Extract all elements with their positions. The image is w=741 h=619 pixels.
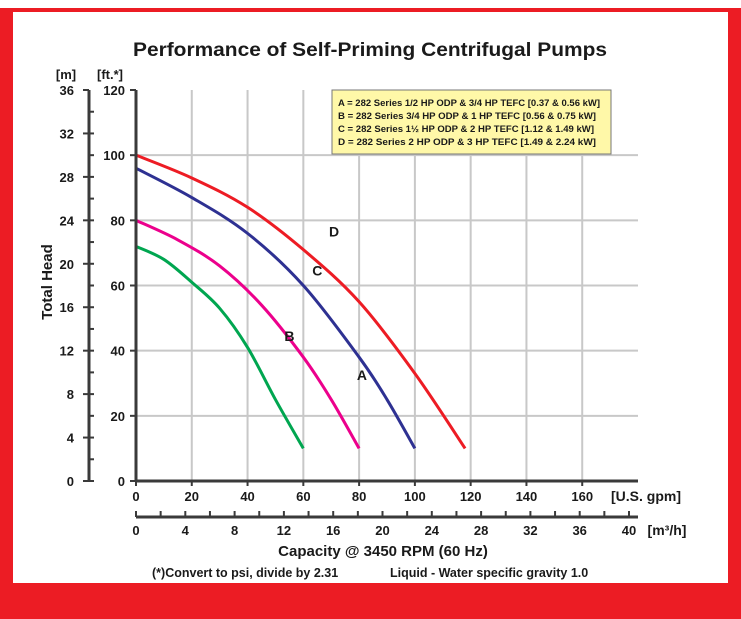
- ft-tick-label: 120: [103, 83, 125, 98]
- x-unit-bottom: [m³/h]: [648, 522, 687, 538]
- gpm-tick-label: 140: [516, 489, 538, 504]
- x-axis-label: Capacity @ 3450 RPM (60 Hz): [278, 543, 488, 560]
- x-unit-top: [U.S. gpm]: [611, 488, 681, 504]
- m-tick-label: 0: [67, 474, 74, 489]
- m3h-tick-label: 8: [231, 523, 238, 538]
- gpm-tick-label: 80: [352, 489, 366, 504]
- m3h-tick-label: 12: [277, 523, 291, 538]
- m3h-tick-label: 0: [132, 523, 139, 538]
- curve-b: [135, 218, 361, 450]
- legend-entry-a: A = 282 Series 1/2 HP ODP & 3/4 HP TEFC …: [338, 98, 600, 108]
- gpm-tick-label: 40: [240, 489, 254, 504]
- ft-tick-label: 20: [111, 409, 125, 424]
- gpm-tick-label: 120: [460, 489, 482, 504]
- m-tick-label: 12: [60, 344, 74, 359]
- curve-d: [135, 153, 467, 450]
- series-layer: A B C D: [135, 153, 467, 450]
- footnote-liquid: Liquid - Water specific gravity 1.0: [390, 566, 588, 580]
- legend-entry-b: B = 282 Series 3/4 HP ODP & 1 HP TEFC [0…: [338, 111, 596, 121]
- curve-a: [135, 245, 305, 450]
- m3h-tick-label: 4: [182, 523, 190, 538]
- m-tick-label: 4: [67, 431, 75, 446]
- m-tick-label: 32: [60, 126, 74, 141]
- m3h-tick-label: 28: [474, 523, 488, 538]
- m-tick-label: 20: [60, 257, 74, 272]
- curve-label-d: D: [329, 224, 339, 240]
- m3h-tick-label: 20: [375, 523, 389, 538]
- m-tick-label: 16: [60, 300, 74, 315]
- m3h-tick-label: 40: [622, 523, 636, 538]
- ft-tick-label: 60: [111, 279, 125, 294]
- chart-title: Performance of Self-Priming Centrifugal …: [133, 39, 607, 61]
- legend-entry-d: D = 282 Series 2 HP ODP & 3 HP TEFC [1.4…: [338, 137, 596, 147]
- gpm-tick-label: 100: [404, 489, 426, 504]
- curve-label-a: A: [357, 367, 367, 383]
- m-tick-label: 8: [67, 387, 74, 402]
- gpm-tick-label: 160: [571, 489, 593, 504]
- ft-tick-label: 0: [118, 474, 125, 489]
- legend-entry-c: C = 282 Series 1½ HP ODP & 2 HP TEFC [1.…: [338, 124, 594, 134]
- m3h-tick-label: 32: [523, 523, 537, 538]
- curve-c: [135, 166, 417, 450]
- ft-tick-label: 40: [111, 344, 125, 359]
- y-unit-right: [ft.*]: [97, 67, 123, 82]
- legend-box: [331, 89, 612, 155]
- ft-tick-label: 100: [103, 148, 125, 163]
- m3h-tick-label: 16: [326, 523, 340, 538]
- gpm-tick-label: 0: [132, 489, 139, 504]
- ft-tick-label: 80: [111, 213, 125, 228]
- grid-lines: [136, 90, 638, 481]
- curve-label-c: C: [312, 263, 322, 279]
- gpm-tick-label: 20: [185, 489, 199, 504]
- y-unit-left: [m]: [56, 67, 76, 82]
- y-axis-label: Total Head: [39, 244, 56, 320]
- m-tick-label: 24: [60, 213, 75, 228]
- m3h-tick-label: 24: [425, 523, 440, 538]
- footnote-psi: (*)Convert to psi, divide by 2.31: [152, 566, 338, 580]
- curve-label-b: B: [284, 328, 294, 344]
- gpm-tick-label: 60: [296, 489, 310, 504]
- m-tick-label: 28: [60, 170, 74, 185]
- m3h-tick-label: 36: [572, 523, 586, 538]
- m-tick-label: 36: [60, 83, 74, 98]
